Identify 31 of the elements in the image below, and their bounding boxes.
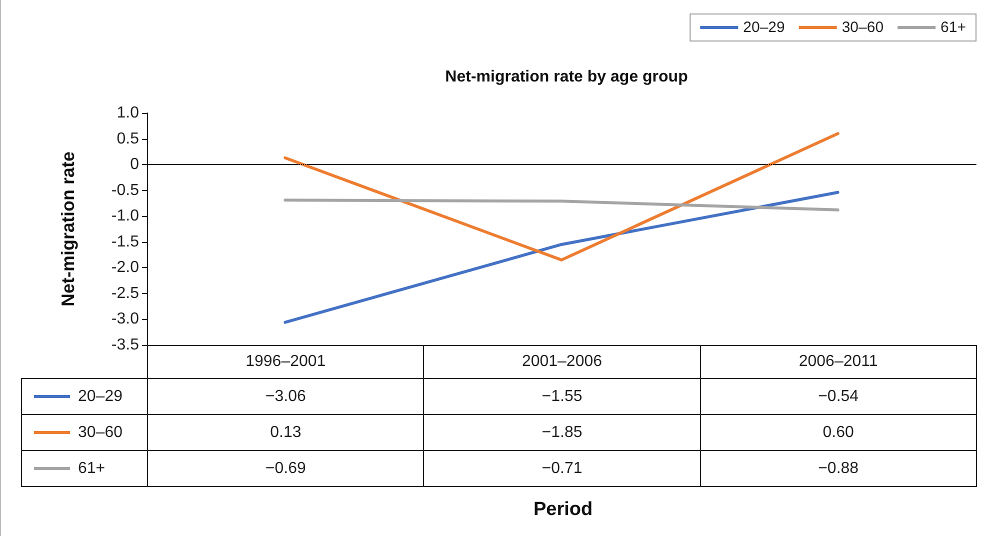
text: 30–60 — [78, 424, 122, 440]
data-label: 0.60 — [700, 414, 976, 450]
y-axis-title: Net-migration rate — [58, 151, 78, 307]
y-tick-label: -2.0 — [111, 259, 140, 276]
x-tick-label: 2001–2006 — [424, 346, 700, 378]
chart-title: Net-migration rate by age group — [445, 68, 688, 86]
text: Period — [534, 499, 593, 520]
data-label: −0.71 — [424, 450, 700, 486]
text: 20–29 — [78, 388, 122, 404]
data-label: −1.85 — [424, 414, 700, 450]
legend-label: 30–60 — [842, 19, 884, 36]
y-tick-label: 1.0 — [116, 104, 140, 122]
y-tick-label: -0.5 — [111, 182, 140, 199]
y-tick-label: -1.5 — [111, 233, 140, 250]
text: 61+ — [78, 460, 106, 476]
data-label: −3.06 — [148, 378, 424, 414]
y-tick-label: -2.5 — [111, 284, 140, 302]
legend-label: 20–29 — [743, 19, 785, 36]
data-label: 0.13 — [148, 414, 424, 450]
data-label: −1.55 — [424, 378, 700, 414]
x-tick-label: 2006–2011 — [700, 346, 976, 378]
y-tick-label: 0.5 — [116, 130, 140, 148]
data-label: −0.54 — [700, 378, 976, 414]
y-tick-label: -3.0 — [111, 310, 140, 328]
y-tick-label: -1.0 — [111, 208, 140, 225]
legend-label: 61+ — [940, 19, 966, 36]
x-tick-label: 1996–2001 — [148, 346, 424, 378]
y-tick-label: 0 — [130, 156, 140, 174]
y-tick-label: -3.5 — [111, 336, 140, 354]
data-label: −0.69 — [148, 450, 424, 486]
data-label: −0.88 — [700, 450, 976, 486]
